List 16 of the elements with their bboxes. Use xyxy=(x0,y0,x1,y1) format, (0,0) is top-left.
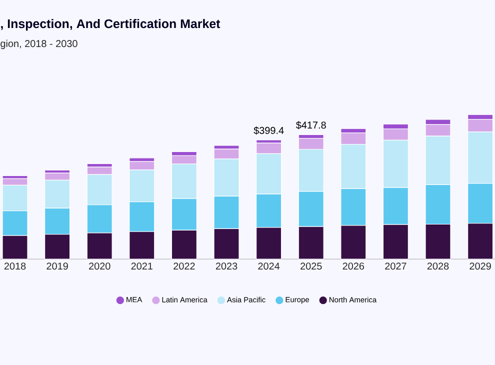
x-tick-label: 2028 xyxy=(427,262,449,270)
x-tick-label: 2026 xyxy=(342,262,364,270)
text: $399.4 xyxy=(254,126,284,135)
x-tick-label: 2019 xyxy=(46,262,68,270)
x-tick-label: 2025 xyxy=(300,262,322,270)
x-tick-label: 2022 xyxy=(174,262,195,270)
x-tick-label: 2018 xyxy=(4,262,26,270)
x-tick-label: 2029 xyxy=(470,262,491,270)
x-tick-label: 2027 xyxy=(385,262,406,270)
chart-title: , Inspection, And Certification Market xyxy=(1,18,220,31)
text: $417.8 xyxy=(296,121,326,130)
x-tick-label: 2021 xyxy=(131,262,153,270)
x-tick-label: 2023 xyxy=(216,262,238,270)
x-tick-label: 2020 xyxy=(89,262,110,270)
chart-subtitle: gion, 2018 - 2030 xyxy=(0,40,78,50)
x-tick-label: 2024 xyxy=(258,262,280,270)
